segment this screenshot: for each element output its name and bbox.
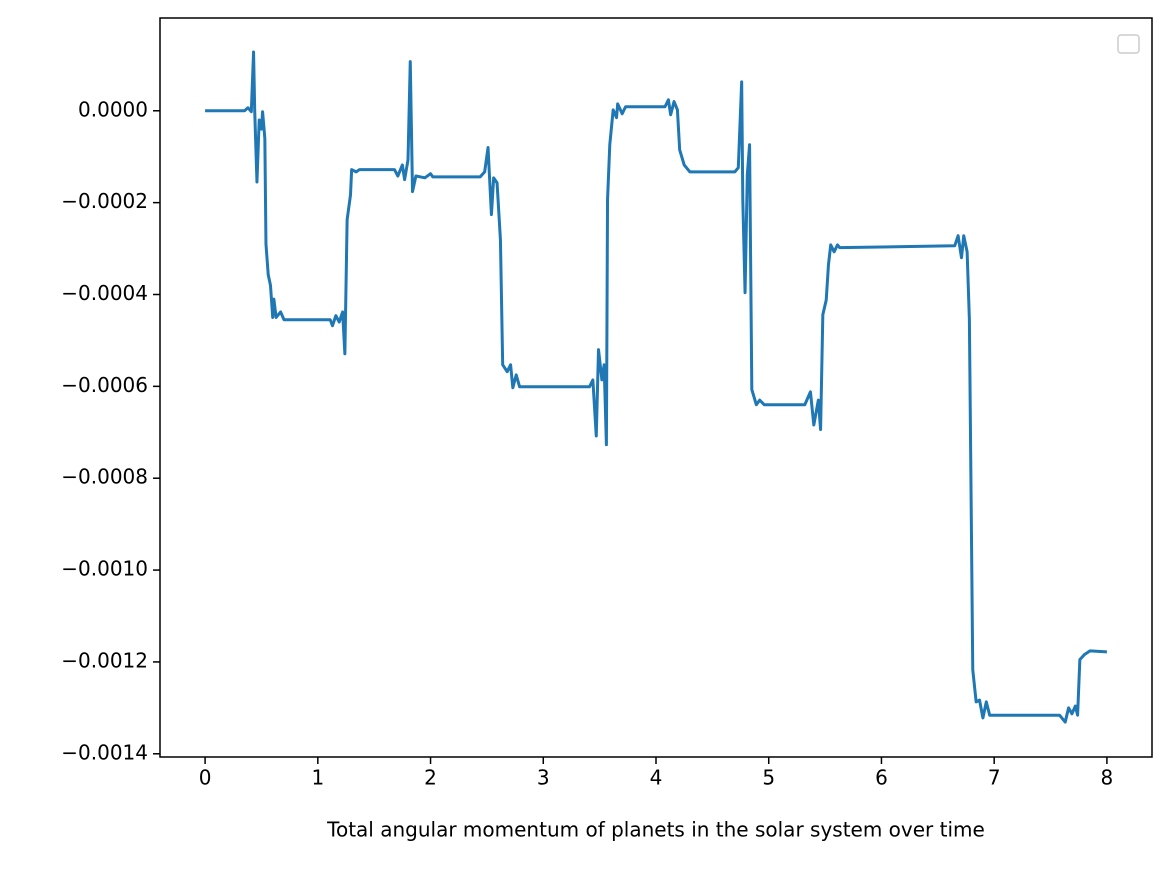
data-line bbox=[205, 50, 1107, 724]
x-tick-label: 1 bbox=[311, 766, 324, 790]
y-tick-label: −0.0002 bbox=[61, 189, 148, 213]
x-tick-label: 0 bbox=[199, 766, 212, 790]
y-tick-label: −0.0014 bbox=[61, 740, 148, 764]
y-tick-label: −0.0008 bbox=[61, 465, 148, 489]
x-axis-label: Total angular momentum of planets in the… bbox=[326, 818, 985, 842]
x-tick-label: 5 bbox=[762, 766, 775, 790]
x-tick-label: 7 bbox=[988, 766, 1001, 790]
y-tick-label: −0.0010 bbox=[61, 557, 148, 581]
x-tick-label: 3 bbox=[537, 766, 550, 790]
x-tick-label: 4 bbox=[650, 766, 663, 790]
y-tick-label: −0.0012 bbox=[61, 648, 148, 672]
x-tick-label: 2 bbox=[424, 766, 437, 790]
y-tick-label: −0.0004 bbox=[61, 281, 148, 305]
plot-frame bbox=[159, 17, 1153, 758]
x-tick-label: 8 bbox=[1101, 766, 1114, 790]
y-tick-label: 0.0000 bbox=[78, 97, 148, 121]
legend bbox=[1117, 34, 1140, 54]
y-tick-label: −0.0006 bbox=[61, 373, 148, 397]
x-tick-label: 6 bbox=[875, 766, 888, 790]
